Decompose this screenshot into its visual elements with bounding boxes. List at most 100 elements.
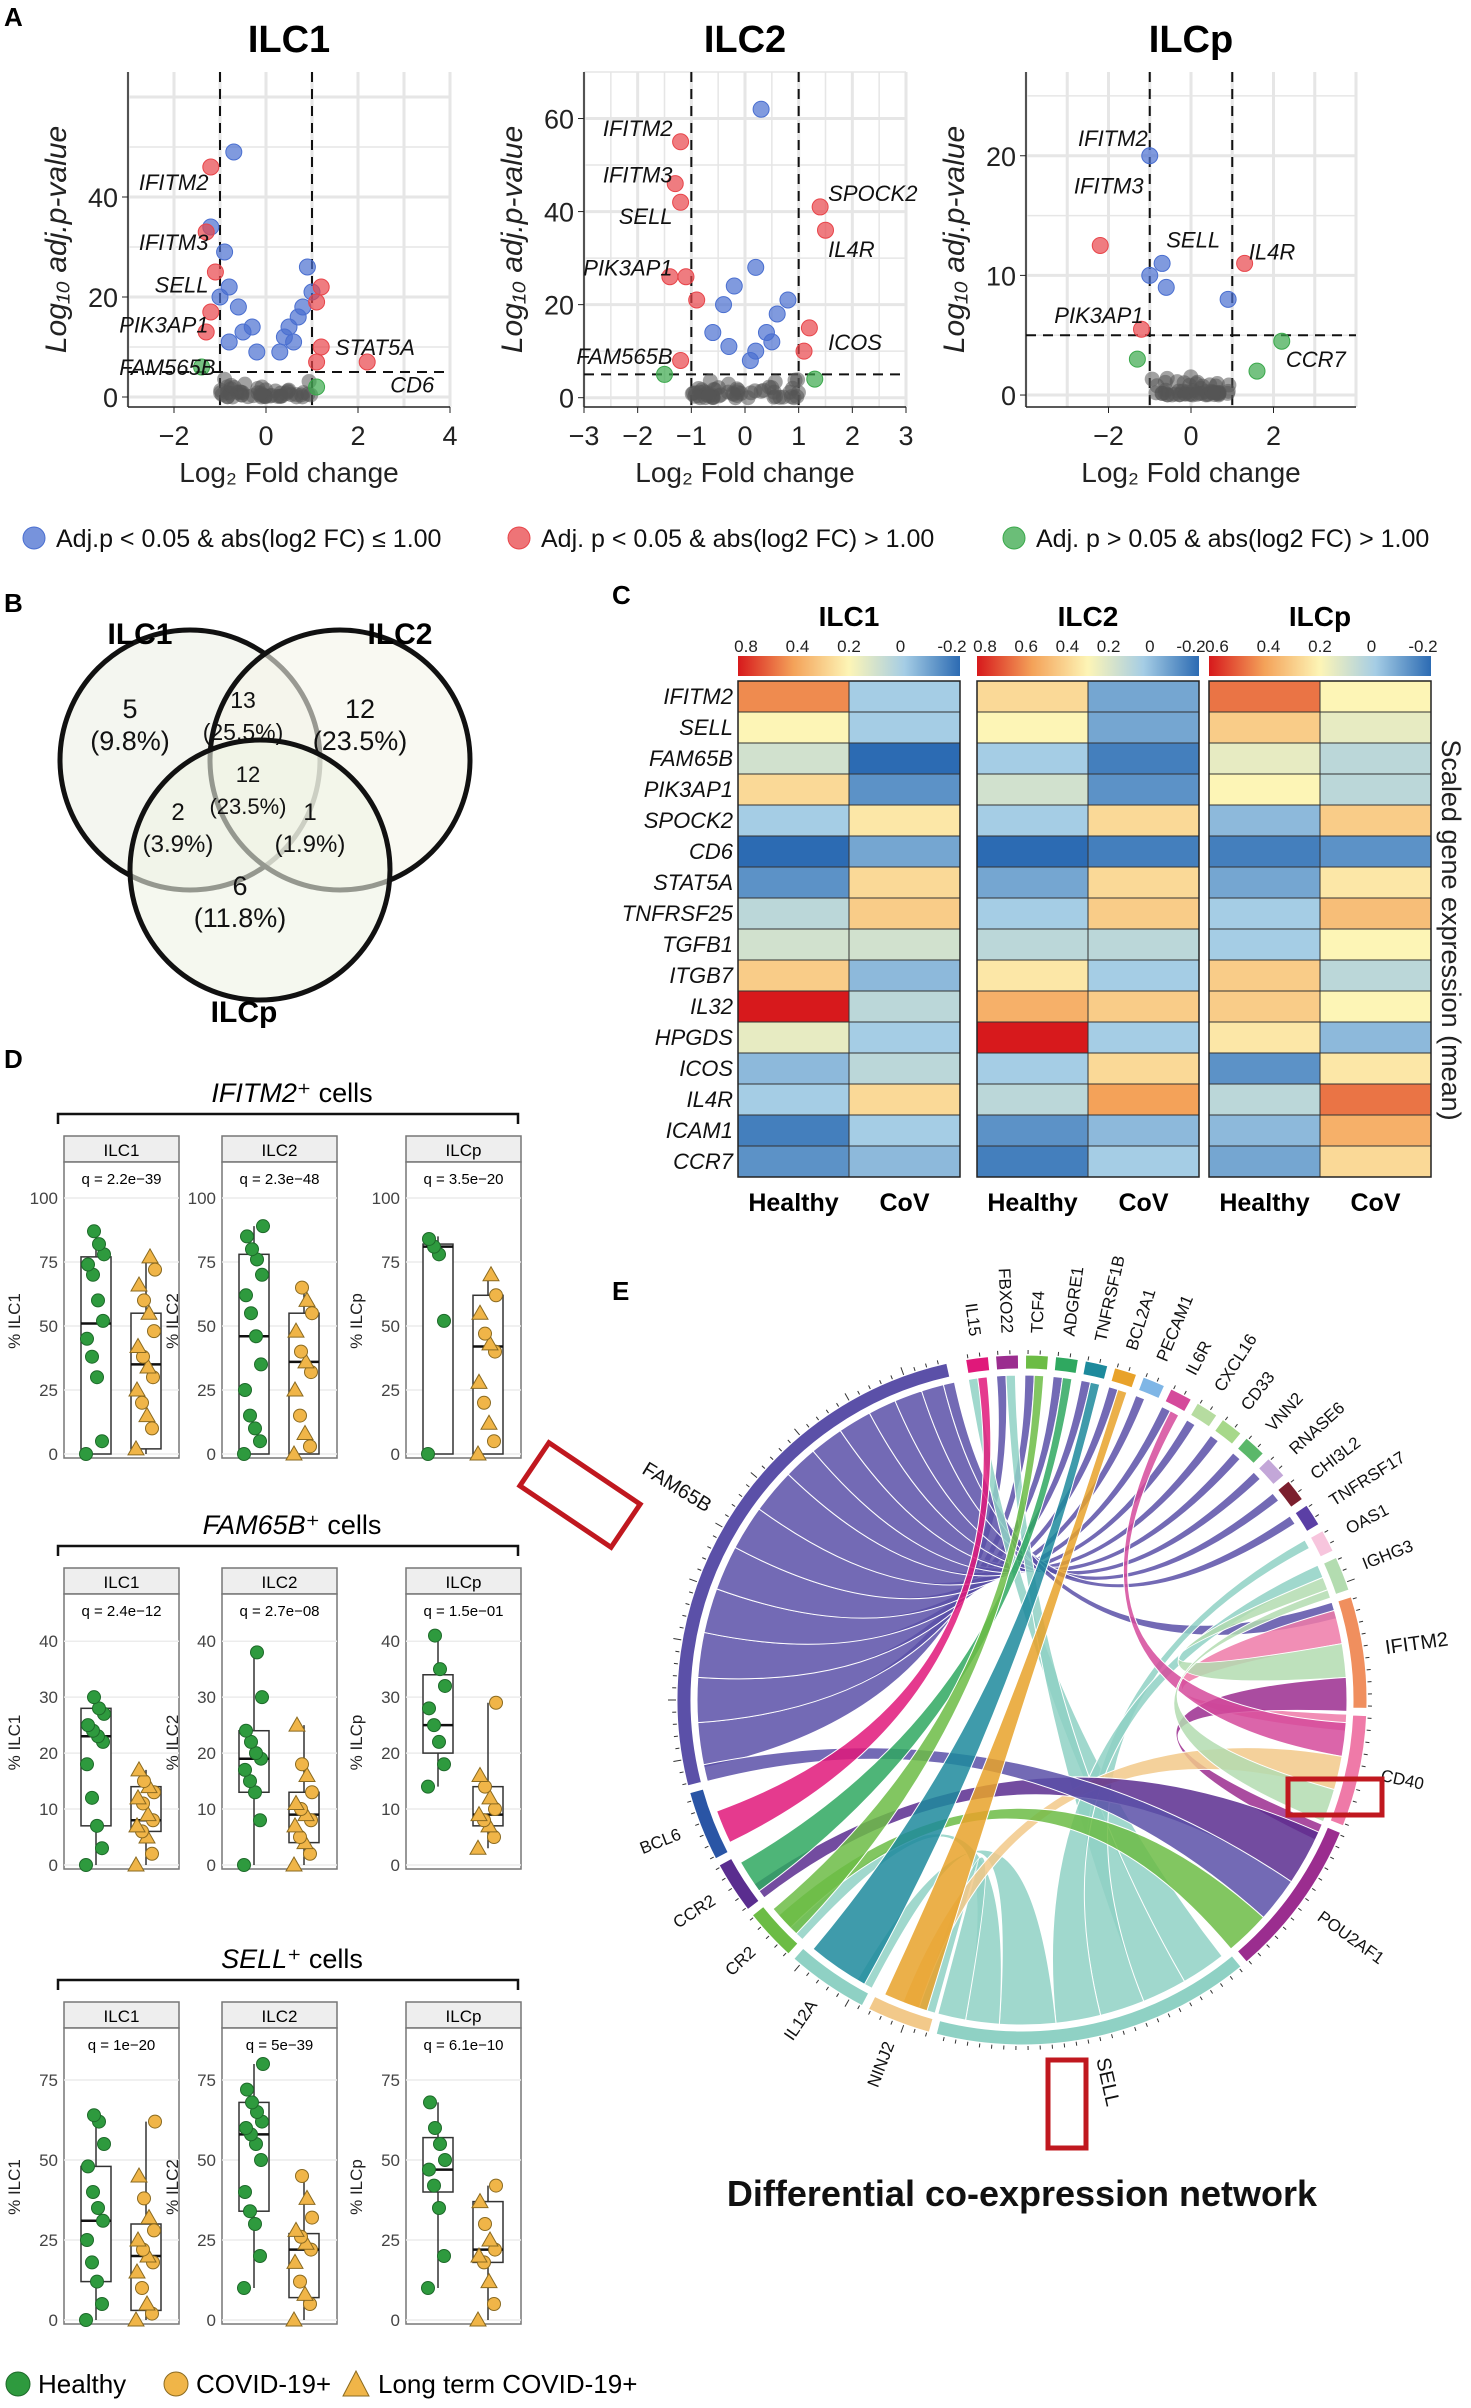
ring-tick: [1156, 2018, 1160, 2023]
point-longterm: [285, 2310, 303, 2327]
heatmap-cell: [1319, 1114, 1432, 1147]
y-tick-label: 40: [88, 183, 118, 213]
facet-strip-label: ILC1: [104, 1573, 140, 1592]
x-tick-label: −3: [569, 421, 600, 451]
point-blue: [704, 324, 722, 342]
heatmap-cell: [1087, 1145, 1200, 1178]
color-scale-bar: [977, 656, 1199, 676]
heatmap-cell: [848, 1114, 961, 1147]
point-blue: [234, 323, 252, 341]
heatmap-cell: [737, 711, 850, 744]
boxplot-legend: Healthy COVID-19+ Long term COVID-19+: [5, 2369, 637, 2399]
point-healthy: [422, 1231, 436, 1246]
y-tick-label: 50: [197, 2151, 216, 2170]
ring-tick: [1346, 1578, 1355, 1583]
ring-tick: [1145, 2022, 1148, 2027]
gene-label: SPOCK2: [828, 181, 917, 206]
ring-tick: [966, 2041, 969, 2046]
point-longterm: [286, 2253, 304, 2269]
heatmap-gene-label: ITGB7: [669, 963, 733, 988]
point-nonsig: [1176, 375, 1192, 391]
chord-label-pou2af1: POU2AF1: [1314, 1907, 1388, 1968]
point-healthy: [432, 1734, 446, 1749]
ring-tick: [1220, 1983, 1224, 1987]
ring-tick: [794, 1428, 800, 1436]
heatmap-gene-label: ICAM1: [666, 1118, 733, 1143]
heatmap-cell: [1208, 835, 1321, 868]
point-covid: [489, 1695, 503, 1710]
heatmap-cell: [848, 680, 961, 713]
heatmap-cell: [848, 804, 961, 837]
point-longterm: [130, 2166, 148, 2183]
point-red: [206, 263, 224, 281]
point-blue: [779, 291, 797, 309]
y-axis-label: % ILC1: [5, 1715, 24, 1771]
ring-tick: [1167, 2013, 1171, 2018]
heatmap-gene-label: TGFB1: [662, 932, 733, 957]
ring-tick: [942, 2037, 945, 2042]
ring-tick: [836, 1993, 840, 1998]
ring-tick: [806, 1972, 810, 1977]
point-red: [308, 353, 326, 371]
point-longterm: [298, 2189, 316, 2205]
heatmap-cell: [1208, 742, 1321, 775]
heatmap-cell: [1087, 990, 1200, 1023]
plot-title: ILC2: [704, 19, 786, 61]
ring-tick: [778, 1447, 783, 1452]
chord-ribbon: [1123, 1410, 1347, 1758]
box: [422, 1243, 454, 1455]
gene-label: FAM565B: [119, 355, 215, 380]
point-healthy: [256, 2057, 270, 2071]
panel-label-a: A: [4, 2, 23, 32]
ring-tick: [1324, 1867, 1329, 1871]
chord-node-pecam1: [1137, 1376, 1166, 1400]
heatmap-cell: [1319, 866, 1432, 899]
chord-node-cd33: [1213, 1418, 1242, 1445]
point-healthy: [243, 2204, 257, 2219]
point-blue: [1219, 290, 1237, 308]
ring-tick: [913, 2028, 916, 2034]
point-covid: [293, 1830, 307, 1845]
point-healthy: [256, 1219, 270, 1234]
point-longterm: [128, 1816, 146, 1833]
x-axis-title: Log₂ Fold change: [1081, 457, 1300, 488]
point-longterm: [470, 2246, 488, 2263]
heatmap-cell: [1208, 773, 1321, 806]
legend-healthy-swatch: [5, 2371, 31, 2397]
y-tick-label: 50: [39, 1317, 58, 1336]
gene-label: PIK3AP1: [583, 255, 672, 280]
chord-label-vnn2: VNN2: [1262, 1389, 1307, 1435]
chord-node-ccr2: [718, 1857, 760, 1911]
point-healthy: [254, 1357, 268, 1372]
point-longterm: [470, 1373, 488, 1389]
heatmap-cell: [976, 711, 1089, 744]
heatmap-cell: [737, 804, 850, 837]
point-healthy: [237, 2281, 251, 2295]
point-healthy: [239, 1723, 253, 1738]
point-covid: [293, 1408, 307, 1423]
chord-node-fbxo22: [994, 1354, 1020, 1371]
point-longterm: [469, 1839, 487, 1855]
point-nonsig: [711, 388, 727, 404]
ring-tick: [900, 2024, 905, 2033]
chord-label-ninj2: NINJ2: [864, 2039, 899, 2090]
point-longterm: [285, 1444, 303, 1461]
venn-percent: (23.5%): [209, 794, 286, 819]
point-covid: [305, 2210, 319, 2225]
point-longterm: [469, 2310, 487, 2327]
venn-circle-ilcp: [127, 737, 393, 1003]
ring-tick: [1344, 1823, 1349, 1826]
point-nonsig: [740, 390, 756, 406]
chord-node-tnfrsf17: [1294, 1504, 1320, 1533]
heatmap-cell: [976, 990, 1089, 1023]
point-blue: [225, 143, 243, 161]
point-healthy: [240, 1229, 254, 1244]
color-scale-bar: [738, 656, 960, 676]
heatmap-cell: [976, 804, 1089, 837]
y-axis-label: % ILC1: [5, 1293, 24, 1349]
ring-tick: [673, 1759, 682, 1762]
point-blue: [725, 277, 743, 295]
heatmap-column-label: Healthy: [987, 1189, 1077, 1217]
point-healthy: [433, 2137, 447, 2151]
point-covid: [487, 1830, 501, 1845]
